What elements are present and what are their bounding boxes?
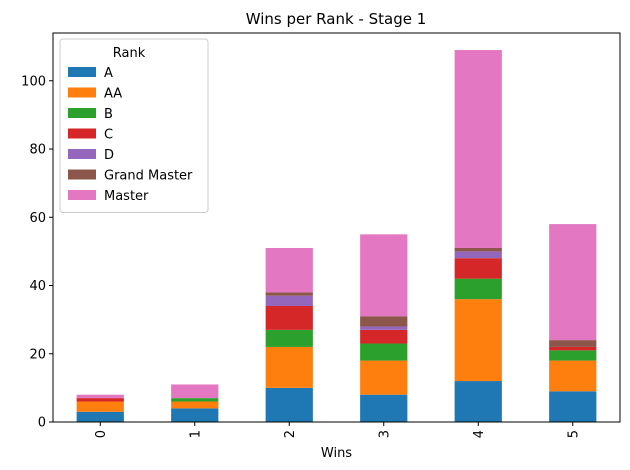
bar-d-2 xyxy=(265,295,313,306)
bar-b-1 xyxy=(171,398,219,402)
bar-master-0 xyxy=(76,394,124,399)
bar-a-4 xyxy=(454,381,502,422)
bar-c-5 xyxy=(549,346,597,351)
bar-grand-master-4 xyxy=(454,247,502,252)
legend-swatch xyxy=(68,108,96,118)
x-tick-label: 4 xyxy=(472,430,487,438)
bar-aa-4 xyxy=(454,299,502,382)
bar-d-3 xyxy=(360,326,408,330)
bar-a-1 xyxy=(171,408,219,422)
bar-master-3 xyxy=(360,234,408,317)
bars-group xyxy=(76,50,597,422)
bar-aa-3 xyxy=(360,360,408,395)
x-axis-label: Wins xyxy=(321,446,352,461)
bar-master-1 xyxy=(171,384,219,399)
bar-c-4 xyxy=(454,258,502,279)
bar-a-0 xyxy=(76,411,124,422)
legend-entry: Grand Master xyxy=(104,169,193,184)
x-tick-label: 3 xyxy=(377,430,392,438)
bar-aa-5 xyxy=(549,360,597,392)
bar-grand-master-3 xyxy=(360,316,408,327)
bar-master-4 xyxy=(454,50,502,248)
legend-swatch xyxy=(68,67,96,77)
legend-title: Rank xyxy=(113,46,146,61)
legend-entry: Master xyxy=(104,189,149,204)
y-tick-label: 40 xyxy=(29,279,46,294)
y-axis: 0 20 40 60 80 100 xyxy=(21,74,53,431)
x-tick-label: 5 xyxy=(566,430,581,438)
y-tick-label: 0 xyxy=(38,416,46,431)
legend-entry: B xyxy=(104,107,113,122)
legend-entry: D xyxy=(104,148,114,163)
bar-master-5 xyxy=(549,224,597,341)
bar-b-2 xyxy=(265,329,313,347)
bar-grand-master-2 xyxy=(265,292,313,296)
bar-b-3 xyxy=(360,343,408,361)
legend-entry: AA xyxy=(104,87,122,102)
chart-title: Wins per Rank - Stage 1 xyxy=(246,10,427,28)
x-tick-label: 0 xyxy=(94,430,109,438)
bar-aa-2 xyxy=(265,346,313,388)
bar-c-0 xyxy=(76,398,124,402)
y-tick-label: 60 xyxy=(29,211,46,226)
bar-a-2 xyxy=(265,387,313,422)
x-axis: 0 1 2 3 4 5 xyxy=(94,422,581,438)
bar-aa-0 xyxy=(76,401,124,412)
bar-a-3 xyxy=(360,394,408,422)
y-tick-label: 20 xyxy=(29,347,46,362)
legend-entry: A xyxy=(104,66,113,81)
bar-b-4 xyxy=(454,278,502,300)
y-tick-label: 80 xyxy=(29,143,46,158)
bar-grand-master-5 xyxy=(549,340,597,347)
bar-d-4 xyxy=(454,251,502,259)
plot-frame xyxy=(52,32,621,423)
bar-b-5 xyxy=(549,350,597,361)
bar-a-5 xyxy=(549,391,597,422)
bar-c-3 xyxy=(360,329,408,344)
legend-swatch xyxy=(68,190,96,200)
bar-aa-1 xyxy=(171,401,219,409)
bar-c-2 xyxy=(265,305,313,330)
x-tick-label: 2 xyxy=(283,430,298,438)
bar-master-2 xyxy=(265,247,313,293)
legend-swatch xyxy=(68,87,96,98)
legend-swatch xyxy=(68,169,96,180)
legend-swatch xyxy=(68,128,96,139)
legend-entry: C xyxy=(104,128,113,143)
y-tick-label: 100 xyxy=(21,74,46,89)
x-tick-label: 1 xyxy=(188,430,203,438)
legend-swatch xyxy=(68,149,96,159)
legend-box xyxy=(59,38,209,213)
